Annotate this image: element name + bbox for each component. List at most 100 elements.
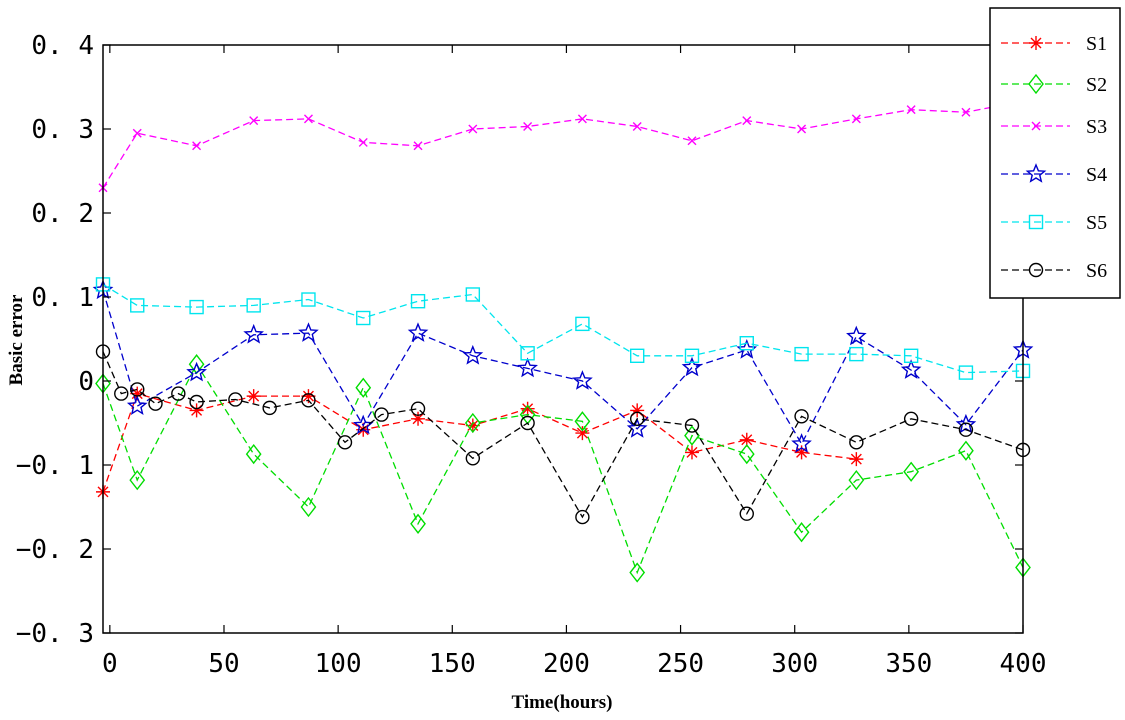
diamond-marker-shape	[848, 469, 865, 491]
x-marker-shape	[468, 124, 478, 134]
square-marker-shape	[849, 346, 864, 362]
data-point-s4	[846, 325, 867, 346]
diamond-marker-shape	[574, 411, 591, 432]
asterisk-marker-shape	[520, 401, 535, 416]
square-marker-shape	[739, 336, 754, 351]
data-point-s6	[301, 393, 316, 408]
x-marker-shape	[413, 141, 423, 151]
circle-marker-shape	[684, 418, 700, 433]
asterisk-marker-shape	[301, 389, 316, 404]
y-tick-label: −0. 3	[16, 619, 94, 649]
y-tick-label: −0. 2	[16, 535, 94, 565]
data-point-s1	[794, 445, 809, 460]
y-tick-label: 0	[78, 367, 94, 397]
data-point-s6	[262, 400, 277, 416]
x-marker-shape	[742, 116, 752, 126]
data-point-s2	[958, 440, 974, 461]
series-line-s3	[102, 100, 1024, 189]
data-point-s4	[681, 356, 703, 377]
x-tick-label: 200	[543, 649, 590, 679]
data-point-s2	[129, 469, 146, 491]
star-marker-shape	[352, 414, 374, 435]
star-marker-shape	[626, 418, 648, 438]
diamond-marker-shape	[464, 412, 481, 434]
legend-marker	[1025, 163, 1047, 183]
x-marker-shape	[303, 114, 313, 124]
asterisk-marker-shape	[684, 445, 699, 460]
data-point-s6	[684, 418, 700, 433]
asterisk-marker-shape	[739, 432, 754, 447]
diamond-marker-shape	[738, 443, 755, 465]
star-marker-shape	[407, 322, 429, 342]
x-marker-shape	[249, 116, 259, 126]
legend-label: S5	[1086, 212, 1107, 234]
data-point-s3	[523, 121, 533, 131]
data-point-s2	[738, 443, 755, 465]
asterisk-marker-shape	[189, 403, 204, 418]
square-marker-shape	[520, 346, 535, 361]
data-point-s2	[410, 513, 426, 534]
diamond-marker-shape	[793, 522, 810, 543]
asterisk-marker-shape	[246, 389, 261, 404]
data-point-s3	[632, 121, 642, 131]
data-point-s1	[301, 389, 316, 404]
data-point-s1	[575, 426, 590, 441]
series-s1	[96, 386, 864, 499]
star-marker-shape	[1025, 163, 1047, 183]
star-marker-shape	[186, 361, 207, 382]
circle-marker-shape	[849, 435, 864, 450]
legend-box	[989, 7, 1121, 299]
diamond-marker-shape	[903, 461, 920, 482]
data-point-s5	[520, 346, 535, 361]
square-marker-shape	[684, 348, 700, 363]
legend-item-s1: S1	[1001, 33, 1107, 55]
data-point-s3	[249, 116, 259, 126]
data-point-s6	[130, 382, 145, 397]
series-line-s6	[102, 351, 1024, 519]
diamond-marker-shape	[958, 440, 974, 461]
data-point-s4	[462, 344, 484, 365]
data-point-s3	[687, 136, 697, 146]
x-marker-shape	[851, 114, 861, 124]
legend-label: S3	[1086, 116, 1107, 138]
legend-label: S4	[1086, 164, 1107, 186]
data-point-s5	[739, 336, 754, 351]
data-point-s6	[337, 435, 353, 450]
circle-marker-shape	[171, 386, 186, 401]
legend-label: S2	[1086, 74, 1107, 96]
asterisk-marker-shape	[794, 445, 809, 460]
star-marker-shape	[791, 433, 812, 453]
legend-label: S6	[1086, 260, 1107, 282]
x-tick-label: 350	[885, 649, 932, 679]
asterisk-marker-shape	[849, 452, 864, 467]
x-marker-shape	[358, 137, 368, 147]
data-point-s6	[903, 411, 919, 426]
data-point-s3	[303, 114, 313, 124]
data-point-s1	[630, 403, 645, 418]
legend-item-s5: S5	[1001, 212, 1107, 234]
series-s5	[95, 277, 1031, 380]
data-point-s6	[114, 386, 129, 401]
data-point-s4	[243, 323, 264, 344]
legend-marker	[1029, 36, 1043, 50]
data-point-s6	[958, 422, 974, 437]
diamond-marker-shape	[129, 469, 146, 491]
star-marker-shape	[955, 413, 977, 434]
circle-marker-shape	[130, 382, 145, 397]
data-point-s1	[246, 389, 261, 404]
asterisk-marker-shape	[465, 418, 480, 433]
diamond-marker-shape	[1028, 73, 1044, 95]
series-s4	[92, 279, 1034, 453]
diamond-marker-shape	[300, 496, 317, 518]
series-line-s4	[102, 290, 1024, 446]
data-point-s3	[132, 128, 142, 138]
star-marker-shape	[126, 395, 148, 416]
legend-marker	[1028, 262, 1044, 278]
x-tick-label: 300	[771, 649, 818, 679]
circle-marker-shape	[629, 411, 645, 426]
data-point-s6	[794, 409, 809, 424]
circle-marker-shape	[1028, 262, 1044, 278]
data-point-s2	[300, 496, 317, 518]
square-marker-shape	[629, 348, 645, 363]
